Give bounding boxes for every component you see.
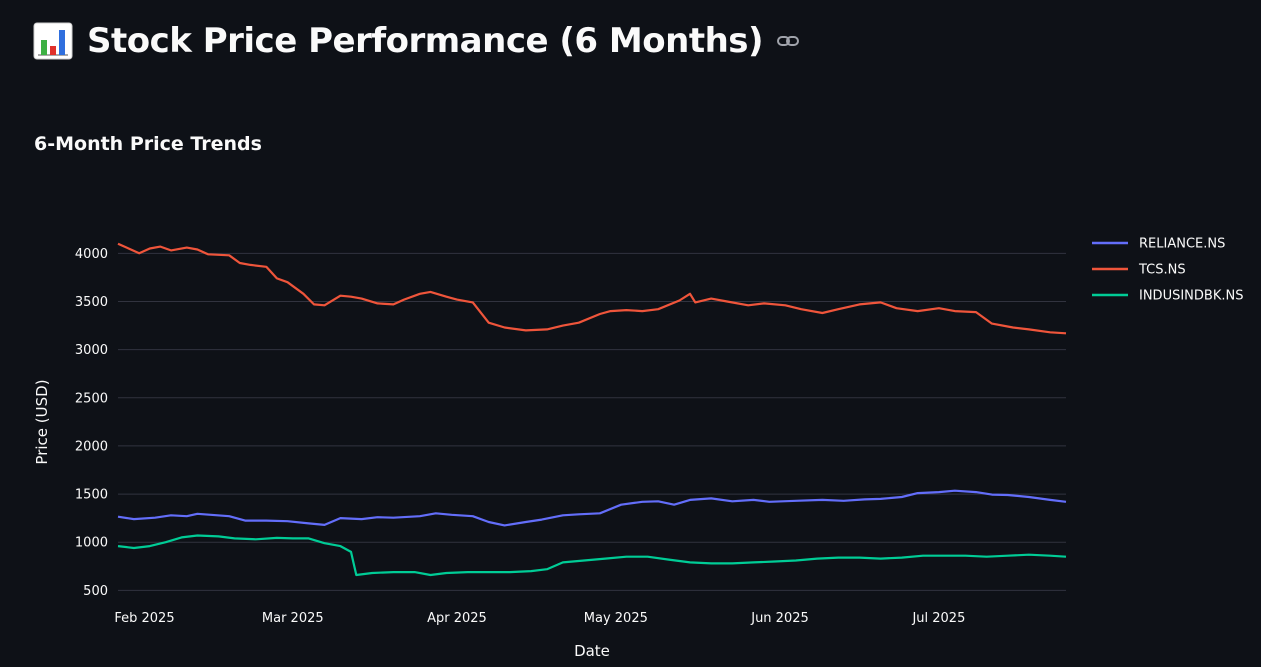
y-tick-label: 3500 (75, 295, 108, 310)
y-axis-title: Price (USD) (33, 379, 51, 464)
x-tick-label: May 2025 (584, 611, 648, 626)
legend-label: INDUSINDBK.NS (1139, 289, 1243, 304)
legend-label: RELIANCE.NS (1139, 237, 1225, 252)
series-line-tcs-ns[interactable] (117, 242, 1067, 335)
x-axis-ticks: Feb 2025 Mar 2025 Apr 2025 May 2025 Jun 2025… (114, 611, 965, 626)
link-icon[interactable] (775, 28, 801, 54)
bar-chart-emoji-icon (33, 22, 73, 60)
y-tick-label: 2500 (75, 391, 108, 406)
page-title: Stock Price Performance (6 Months) (87, 21, 764, 61)
y-tick-label: 500 (83, 584, 108, 599)
legend[interactable]: RELIANCE.NS TCS.NS INDUSINDBK.NS (1092, 237, 1243, 304)
legend-item[interactable]: TCS.NS (1092, 263, 1186, 278)
x-tick-label: Jul 2025 (911, 611, 965, 626)
y-tick-label: 1000 (75, 536, 108, 551)
chart-subheader: 6-Month Price Trends (34, 133, 262, 155)
legend-item[interactable]: RELIANCE.NS (1092, 237, 1225, 252)
series-line-indusindbk-ns[interactable] (117, 534, 1067, 577)
grid-lines (118, 252, 1066, 591)
y-tick-label: 1500 (75, 488, 108, 503)
x-axis-title: Date (574, 642, 610, 660)
y-tick-label: 4000 (75, 247, 108, 262)
series-line-reliance-ns[interactable] (117, 489, 1067, 527)
x-tick-label: Apr 2025 (427, 611, 487, 626)
y-axis-ticks: 500 1000 1500 2000 2500 3000 3500 4000 (75, 247, 108, 599)
x-tick-label: Feb 2025 (114, 611, 174, 626)
page-header: Stock Price Performance (6 Months) (33, 14, 801, 68)
y-tick-label: 2000 (75, 439, 108, 454)
series-lines (117, 242, 1067, 577)
legend-label: TCS.NS (1138, 263, 1186, 278)
x-tick-label: Mar 2025 (262, 611, 324, 626)
x-tick-label: Jun 2025 (750, 611, 809, 626)
legend-item[interactable]: INDUSINDBK.NS (1092, 289, 1243, 304)
y-tick-label: 3000 (75, 343, 108, 358)
